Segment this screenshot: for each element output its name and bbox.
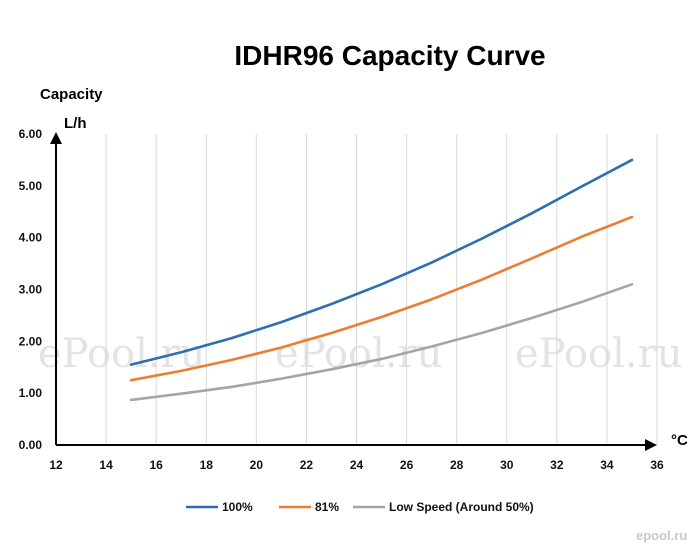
series-line [129,215,634,382]
x-tick-label: 20 [250,458,264,472]
x-tick-label: 36 [650,458,664,472]
y-tick-label: 1.00 [19,386,43,400]
watermark-layer: ePool.ru ePool.ru ePool.ru [38,331,683,377]
watermark-text: ePool.ru [275,331,443,377]
watermark-text: ePool.ru [515,331,683,377]
y-tick-label: 4.00 [19,231,43,245]
tick-labels: 12 14 16 18 20 22 24 26 28 30 32 34 36 0.00 1.00 2.00 3.… [19,127,664,472]
y-tick-label: 6.00 [19,127,43,141]
x-tick-label: 28 [450,458,464,472]
legend-label: 81% [315,500,339,514]
chart-title: IDHR96 Capacity Curve [234,40,545,71]
x-tick-label: 24 [350,458,364,472]
x-tick-label: 32 [550,458,564,472]
x-axis-unit: °C [671,432,688,449]
series-lines [129,158,634,402]
y-tick-label: 5.00 [19,179,43,193]
gridlines [105,134,658,445]
y-tick-label: 3.00 [19,283,43,297]
x-tick-label: 18 [200,458,214,472]
series-line [129,158,634,366]
brand-mark: epool.ru [636,528,687,543]
x-tick-label: 12 [49,458,63,472]
x-tick-label: 22 [300,458,314,472]
x-tick-label: 14 [99,458,113,472]
series-line [129,283,634,402]
x-tick-label: 26 [400,458,414,472]
legend-label: Low Speed (Around 50%) [389,500,534,514]
y-axis-title: Capacity [40,86,103,103]
x-tick-label: 30 [500,458,514,472]
y-tick-label: 2.00 [19,334,43,348]
y-tick-label: 0.00 [19,438,43,452]
legend: 100% 81% Low Speed (Around 50%) [186,500,534,514]
y-axis-unit: L/h [64,115,87,132]
legend-label: 100% [222,500,253,514]
x-tick-label: 34 [600,458,614,472]
x-tick-label: 16 [149,458,163,472]
